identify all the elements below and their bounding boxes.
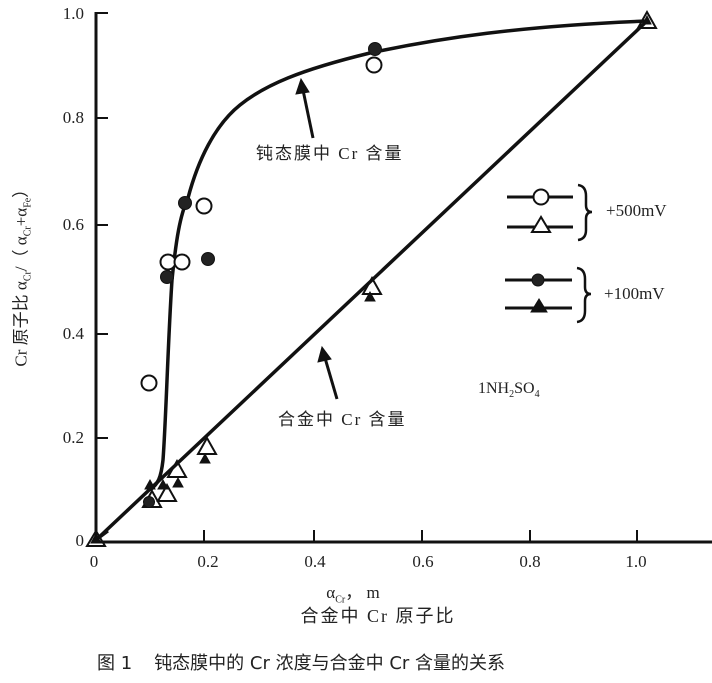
annotation-passive-film: 钝态膜中 Cr 含量 bbox=[256, 144, 404, 163]
figure-caption-text: 钝态膜中的 Cr 浓度与合金中 Cr 含量的关系 bbox=[154, 653, 506, 674]
y-tick-label: 0 bbox=[75, 531, 85, 550]
electrolyte-text: 1NH bbox=[478, 380, 510, 397]
legend-brace-500 bbox=[577, 183, 593, 242]
legend-brace-100 bbox=[576, 266, 592, 324]
electrolyte-sub: 2 bbox=[509, 389, 515, 401]
x-axis-label-cn: 合金中 Cr 原子比 bbox=[300, 606, 456, 626]
y-axis-sub: Cr bbox=[22, 226, 34, 237]
legend-label-100mv: +100mV bbox=[604, 284, 665, 303]
electrolyte-sub: 4 bbox=[534, 389, 540, 401]
x-axis-unit: ， m bbox=[345, 583, 380, 602]
y-axis-label-text: +α bbox=[11, 207, 31, 227]
x-axis-alpha: α bbox=[326, 583, 336, 602]
x-axis-sub: Cr bbox=[335, 594, 346, 606]
x-tick-label: 1.0 bbox=[625, 552, 647, 571]
x-tick-label: 0.2 bbox=[197, 552, 219, 571]
y-tick-label: 0.4 bbox=[62, 324, 84, 343]
arrow-head-icon bbox=[317, 345, 332, 363]
arrow-head-icon bbox=[295, 77, 310, 95]
legend-open-circle-icon bbox=[532, 188, 550, 206]
legend-open-triangle-icon bbox=[530, 215, 552, 233]
y-axis-sub: Cr bbox=[22, 271, 34, 282]
annotation-arrows bbox=[95, 77, 339, 542]
annotation-alloy: 合金中 Cr 含量 bbox=[278, 410, 407, 429]
x-tick-label: 0.8 bbox=[519, 552, 541, 571]
electrolyte-text: SO bbox=[514, 380, 535, 397]
legend-filled-triangle-icon bbox=[530, 298, 548, 313]
y-axis-label-text: ） bbox=[11, 180, 31, 198]
y-tick-label: 1.0 bbox=[62, 4, 84, 23]
y-tick-label: 0.6 bbox=[62, 215, 84, 234]
y-tick-label: 0.2 bbox=[62, 428, 84, 447]
x-tick-label: 0 bbox=[89, 552, 99, 571]
y-axis-label-text: Cr 原子比 α bbox=[11, 281, 31, 367]
y-axis-sub: Fe bbox=[22, 197, 34, 208]
figure-caption: 图 1 钝态膜中的 Cr 浓度与合金中 Cr 含量的关系 bbox=[97, 649, 505, 675]
legend-label-500mv: +500mV bbox=[606, 201, 667, 220]
legend-filled-circle-icon bbox=[531, 273, 545, 287]
axes bbox=[94, 12, 712, 544]
x-tick-label: 0.4 bbox=[304, 552, 326, 571]
x-axis-label: αCr， m bbox=[326, 578, 379, 605]
y-tick-label: 0.8 bbox=[62, 108, 84, 127]
passive-film-curve bbox=[148, 19, 648, 492]
figure-number: 图 1 bbox=[97, 653, 133, 674]
y-axis-label: Cr 原子比 αCr/（ αCr+αFe） bbox=[6, 139, 33, 409]
series-open-circle bbox=[140, 56, 383, 392]
y-axis-label-text: /（ α bbox=[11, 236, 31, 272]
x-tick-label: 0.6 bbox=[412, 552, 434, 571]
electrolyte-label: 1NH2SO4 bbox=[478, 380, 540, 400]
legend bbox=[505, 183, 593, 324]
series-filled-circle bbox=[143, 42, 382, 508]
